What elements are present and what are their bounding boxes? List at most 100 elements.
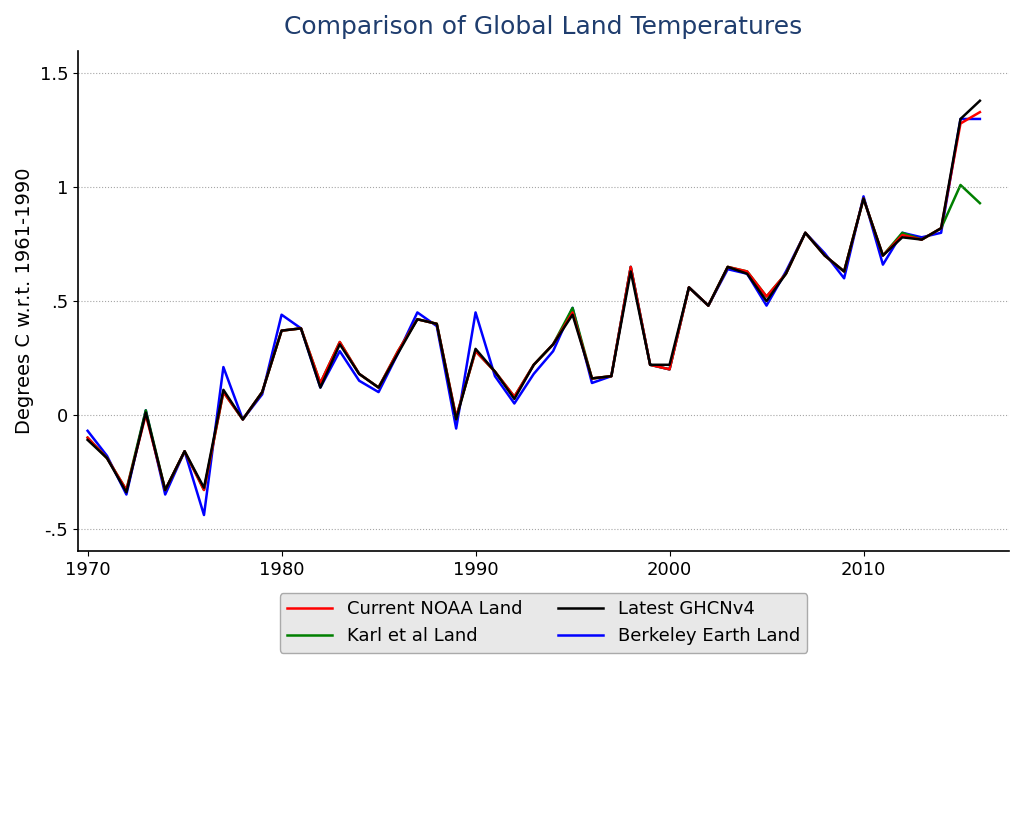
Current NOAA Land (100, 453, 113, 463)
Latest GHCNv4 (178, 446, 190, 456)
Current NOAA Land (527, 360, 540, 369)
Karl et al Land (722, 262, 734, 272)
Latest GHCNv4 (198, 482, 210, 492)
Berkeley Earth Land (139, 405, 152, 415)
Legend: Current NOAA Land, Karl et al Land, Latest GHCNv4, Berkeley Earth Land: Current NOAA Land, Karl et al Land, Late… (280, 593, 807, 653)
Berkeley Earth Land (237, 414, 249, 424)
Karl et al Land (566, 303, 579, 313)
Current NOAA Land (508, 391, 520, 401)
Current NOAA Land (838, 266, 850, 276)
Current NOAA Land (450, 412, 462, 422)
Karl et al Land (120, 485, 132, 495)
Karl et al Land (314, 378, 327, 388)
Current NOAA Land (412, 314, 424, 324)
Berkeley Earth Land (295, 324, 307, 333)
Current NOAA Land (722, 262, 734, 272)
Current NOAA Land (353, 369, 366, 379)
Latest GHCNv4 (799, 228, 811, 238)
Karl et al Land (799, 228, 811, 238)
Current NOAA Land (761, 292, 773, 301)
Berkeley Earth Land (818, 248, 830, 258)
Berkeley Earth Land (431, 321, 443, 331)
Karl et al Land (702, 301, 715, 310)
Latest GHCNv4 (547, 339, 559, 349)
Berkeley Earth Land (799, 228, 811, 238)
Current NOAA Land (178, 446, 190, 456)
Current NOAA Land (625, 262, 637, 272)
Latest GHCNv4 (896, 233, 908, 242)
Current NOAA Land (857, 194, 869, 204)
Current NOAA Land (139, 410, 152, 420)
Current NOAA Land (198, 485, 210, 495)
Latest GHCNv4 (256, 387, 268, 397)
Current NOAA Land (488, 367, 501, 377)
Karl et al Land (683, 283, 695, 292)
Latest GHCNv4 (780, 269, 793, 278)
Latest GHCNv4 (954, 114, 967, 124)
Current NOAA Land (683, 283, 695, 292)
Berkeley Earth Land (159, 490, 171, 500)
Latest GHCNv4 (974, 96, 986, 106)
Current NOAA Land (818, 251, 830, 260)
Latest GHCNv4 (761, 296, 773, 306)
Karl et al Land (508, 391, 520, 401)
Karl et al Land (256, 387, 268, 397)
Karl et al Land (527, 360, 540, 369)
Latest GHCNv4 (877, 251, 889, 260)
Current NOAA Land (741, 266, 754, 276)
Current NOAA Land (314, 378, 327, 388)
Berkeley Earth Land (644, 360, 656, 369)
Latest GHCNv4 (722, 262, 734, 272)
Berkeley Earth Land (198, 510, 210, 520)
Latest GHCNv4 (488, 367, 501, 377)
Latest GHCNv4 (450, 414, 462, 424)
Current NOAA Land (237, 414, 249, 424)
Latest GHCNv4 (702, 301, 715, 310)
Berkeley Earth Land (392, 349, 404, 359)
Latest GHCNv4 (664, 360, 676, 369)
Latest GHCNv4 (625, 266, 637, 276)
Latest GHCNv4 (159, 485, 171, 495)
Berkeley Earth Land (857, 192, 869, 201)
Karl et al Land (139, 405, 152, 415)
Berkeley Earth Land (412, 307, 424, 317)
Latest GHCNv4 (82, 435, 94, 445)
Current NOAA Land (877, 251, 889, 260)
Current NOAA Land (799, 228, 811, 238)
Berkeley Earth Land (450, 423, 462, 433)
Karl et al Land (741, 266, 754, 276)
Current NOAA Land (275, 326, 288, 336)
Karl et al Land (664, 364, 676, 374)
Latest GHCNv4 (605, 371, 617, 381)
Latest GHCNv4 (275, 326, 288, 336)
Karl et al Land (217, 387, 229, 397)
Line: Berkeley Earth Land: Berkeley Earth Land (88, 119, 980, 515)
Karl et al Land (857, 194, 869, 204)
Latest GHCNv4 (334, 339, 346, 349)
Current NOAA Land (295, 324, 307, 333)
Berkeley Earth Land (896, 228, 908, 238)
Latest GHCNv4 (935, 224, 947, 233)
Line: Current NOAA Land: Current NOAA Land (88, 112, 980, 490)
Berkeley Earth Land (100, 451, 113, 461)
Current NOAA Land (586, 373, 598, 383)
Latest GHCNv4 (566, 310, 579, 319)
Karl et al Land (392, 346, 404, 356)
Latest GHCNv4 (373, 382, 385, 392)
Current NOAA Land (159, 485, 171, 495)
Berkeley Earth Land (353, 376, 366, 386)
Berkeley Earth Land (780, 266, 793, 276)
Berkeley Earth Land (935, 228, 947, 238)
Latest GHCNv4 (857, 194, 869, 204)
Karl et al Land (625, 262, 637, 272)
Current NOAA Land (644, 360, 656, 369)
Berkeley Earth Land (974, 114, 986, 124)
Berkeley Earth Land (605, 371, 617, 381)
Latest GHCNv4 (644, 360, 656, 369)
Latest GHCNv4 (469, 344, 481, 354)
Current NOAA Land (334, 337, 346, 347)
Karl et al Land (974, 198, 986, 208)
Berkeley Earth Land (508, 399, 520, 409)
Current NOAA Land (392, 346, 404, 356)
Y-axis label: Degrees C w.r.t. 1961-1990: Degrees C w.r.t. 1961-1990 (15, 168, 34, 434)
